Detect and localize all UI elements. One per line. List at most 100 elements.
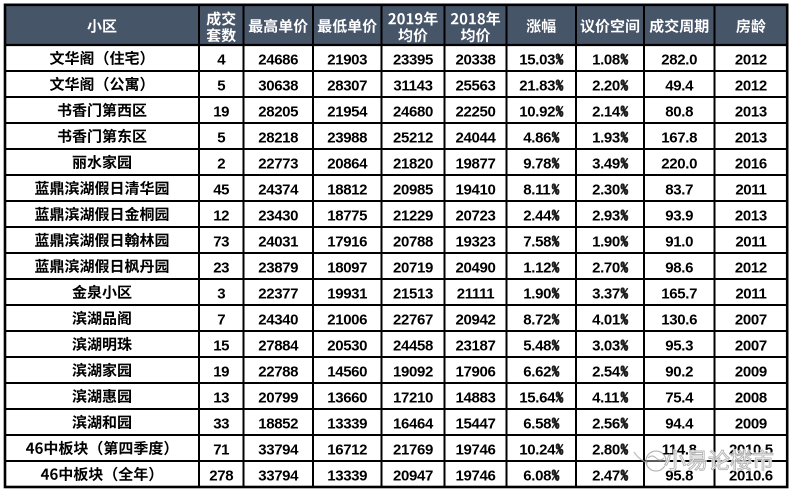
svg-text:12: 12: [213, 207, 229, 224]
svg-text:31143: 31143: [393, 77, 432, 94]
svg-text:94.4: 94.4: [665, 415, 694, 432]
svg-text:2.47: 2.47: [592, 467, 620, 484]
svg-text:2009: 2009: [735, 415, 767, 432]
svg-text:5.48: 5.48: [523, 337, 551, 354]
svg-text:22773: 22773: [258, 155, 298, 172]
svg-text:22767: 22767: [393, 311, 433, 328]
svg-text:8.72: 8.72: [523, 311, 551, 328]
svg-text:114.8: 114.8: [662, 441, 697, 458]
svg-text:20338: 20338: [456, 51, 496, 68]
svg-text:2016: 2016: [735, 155, 767, 172]
svg-text:2.20: 2.20: [592, 77, 620, 94]
svg-text:2011: 2011: [735, 181, 766, 198]
svg-text:3: 3: [217, 285, 225, 302]
svg-text:2007: 2007: [735, 337, 767, 354]
svg-text:14560: 14560: [327, 363, 367, 380]
svg-text:10.92: 10.92: [519, 103, 555, 120]
svg-text:49.4: 49.4: [665, 77, 694, 94]
svg-text:2013: 2013: [735, 207, 767, 224]
svg-text:25563: 25563: [456, 77, 496, 94]
svg-text:3.37: 3.37: [592, 285, 620, 302]
svg-text:13339: 13339: [327, 467, 367, 484]
svg-text:17906: 17906: [456, 363, 496, 380]
svg-text:22250: 22250: [456, 103, 496, 120]
svg-text:80.8: 80.8: [665, 103, 693, 120]
svg-text:2.93: 2.93: [592, 207, 620, 224]
svg-text:24044: 24044: [456, 129, 497, 146]
svg-text:19: 19: [213, 363, 229, 380]
svg-text:19931: 19931: [327, 285, 367, 302]
svg-text:1.90: 1.90: [523, 285, 551, 302]
svg-text:2.14: 2.14: [592, 103, 621, 120]
svg-text:33794: 33794: [258, 467, 299, 484]
svg-text:21513: 21513: [393, 285, 433, 302]
svg-text:95.8: 95.8: [665, 467, 693, 484]
svg-text:15.64: 15.64: [519, 389, 556, 406]
svg-text:23: 23: [213, 259, 229, 276]
svg-text:17210: 17210: [393, 389, 433, 406]
svg-text:19877: 19877: [456, 155, 496, 172]
svg-text:23187: 23187: [456, 337, 496, 354]
svg-text:2.70: 2.70: [592, 259, 620, 276]
svg-text:21903: 21903: [327, 51, 367, 68]
svg-text:282.0: 282.0: [661, 51, 697, 68]
svg-text:2012: 2012: [735, 77, 767, 94]
svg-text:3.03: 3.03: [592, 337, 620, 354]
svg-text:24374: 24374: [258, 181, 299, 198]
svg-text:2: 2: [217, 155, 225, 172]
svg-text:2009: 2009: [735, 363, 767, 380]
svg-text:21769: 21769: [393, 441, 433, 458]
svg-text:278: 278: [209, 467, 233, 484]
svg-text:20799: 20799: [258, 389, 298, 406]
svg-text:24680: 24680: [393, 103, 433, 120]
svg-text:73: 73: [213, 233, 229, 250]
svg-text:21006: 21006: [327, 311, 367, 328]
svg-text:2010.6: 2010.6: [729, 467, 773, 484]
svg-text:19092: 19092: [393, 363, 433, 380]
svg-text:23988: 23988: [327, 129, 367, 146]
svg-text:22788: 22788: [258, 363, 298, 380]
svg-text:27884: 27884: [258, 337, 299, 354]
svg-text:83.7: 83.7: [665, 181, 693, 198]
svg-text:1.90: 1.90: [592, 233, 620, 250]
svg-text:21.83: 21.83: [519, 77, 555, 94]
svg-text:7.58: 7.58: [523, 233, 551, 250]
svg-text:24686: 24686: [258, 51, 298, 68]
svg-text:2.54: 2.54: [592, 363, 621, 380]
svg-text:1.08: 1.08: [592, 51, 620, 68]
svg-text:18097: 18097: [327, 259, 367, 276]
svg-text:95.3: 95.3: [665, 337, 693, 354]
svg-text:17916: 17916: [327, 233, 367, 250]
svg-text:165.7: 165.7: [661, 285, 697, 302]
svg-text:15.03: 15.03: [519, 51, 555, 68]
svg-text:2011: 2011: [735, 233, 766, 250]
svg-text:130.6: 130.6: [661, 311, 697, 328]
svg-text:20942: 20942: [456, 311, 496, 328]
svg-text:20719: 20719: [393, 259, 433, 276]
svg-text:24458: 24458: [393, 337, 433, 354]
svg-text:71: 71: [213, 441, 229, 458]
svg-text:22377: 22377: [258, 285, 298, 302]
svg-text:21111: 21111: [457, 285, 494, 302]
svg-text:2008: 2008: [735, 389, 767, 406]
svg-text:28307: 28307: [327, 77, 367, 94]
svg-text:18775: 18775: [327, 207, 367, 224]
svg-text:4.86: 4.86: [523, 129, 551, 146]
svg-text:1.12: 1.12: [523, 259, 551, 276]
svg-text:2013: 2013: [735, 129, 767, 146]
svg-text:30638: 30638: [258, 77, 298, 94]
svg-text:5: 5: [217, 129, 225, 146]
svg-text:2.30: 2.30: [592, 181, 620, 198]
svg-text:20490: 20490: [456, 259, 496, 276]
svg-text:18812: 18812: [327, 181, 367, 198]
svg-text:6.62: 6.62: [523, 363, 551, 380]
svg-text:15447: 15447: [456, 415, 496, 432]
svg-text:33794: 33794: [258, 441, 299, 458]
svg-text:75.4: 75.4: [665, 389, 694, 406]
svg-text:90.2: 90.2: [665, 363, 693, 380]
svg-text:15: 15: [213, 337, 229, 354]
svg-text:28205: 28205: [258, 103, 298, 120]
svg-text:20947: 20947: [393, 467, 433, 484]
svg-text:4.01: 4.01: [592, 311, 620, 328]
svg-text:4.11: 4.11: [592, 389, 619, 406]
